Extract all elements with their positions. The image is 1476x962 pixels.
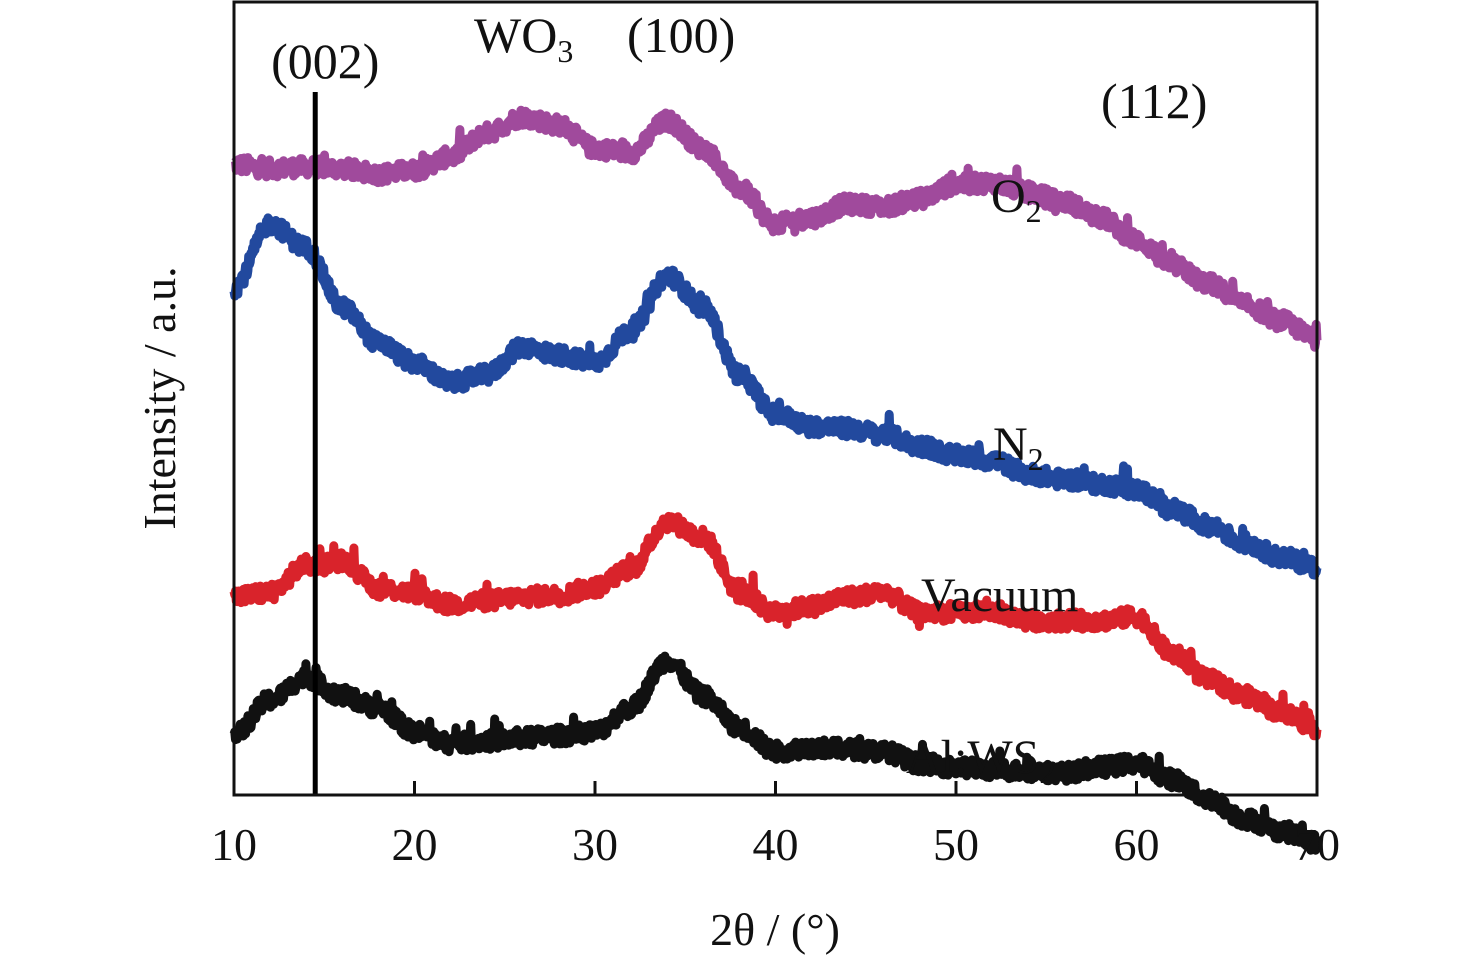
x-tick-label: 70 <box>1294 819 1340 870</box>
peak-annotation: WO3 <box>474 7 573 69</box>
y-axis-title: Intensity / a.u. <box>134 266 185 529</box>
x-tick-label: 10 <box>211 819 257 870</box>
series-label: Al:WS2 <box>906 731 1055 790</box>
series-label: Vacuum <box>921 569 1078 622</box>
series-layer <box>229 105 1322 855</box>
reference-line-label: (002) <box>271 33 379 89</box>
x-axis-title: 2θ / (°) <box>710 904 840 955</box>
series-line <box>229 511 1322 741</box>
x-tick-label: 30 <box>572 819 618 870</box>
series-label: N2 <box>993 418 1044 477</box>
series-n2 <box>229 213 1322 580</box>
x-tick-label: 50 <box>933 819 979 870</box>
series-al-ws2 <box>229 651 1322 855</box>
x-tick-label: 20 <box>392 819 438 870</box>
x-tick-label: 60 <box>1114 819 1160 870</box>
label-layer: (002) WO3 (100) (112) O2 N2 Vacuum Al:WS2 <box>271 7 1207 790</box>
series-label: O2 <box>991 170 1042 229</box>
series-o2 <box>230 105 1322 352</box>
peak-annotation: (112) <box>1101 73 1207 129</box>
series-line <box>230 105 1322 352</box>
peak-annotation: (100) <box>627 7 735 63</box>
series-vacuum <box>229 511 1322 741</box>
x-tick-layer: 10 20 30 40 50 60 70 <box>211 781 1340 870</box>
x-tick-label: 40 <box>753 819 799 870</box>
series-line <box>229 651 1322 855</box>
series-line <box>229 213 1322 580</box>
